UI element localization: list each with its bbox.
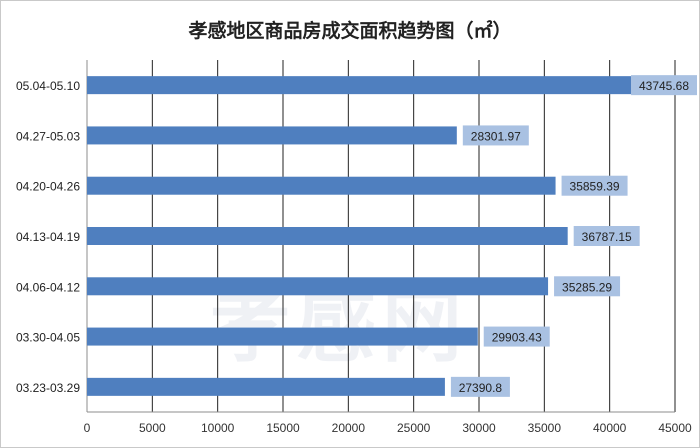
y-category-label: 04.13-04.19 — [16, 230, 80, 244]
data-label: 27390.8 — [459, 381, 503, 395]
data-label-bg — [631, 75, 697, 96]
data-label: 36787.15 — [582, 230, 632, 244]
y-axis-labels: 05.04-05.10 04.27-05.03 04.20-04.26 04.13-0… — [16, 79, 80, 395]
chart-title: 孝感地区商品房成交面积趋势图（㎡） — [188, 20, 512, 42]
data-label: 35285.29 — [562, 280, 612, 294]
data-label-bg — [450, 376, 510, 397]
x-tick-label: 5000 — [139, 421, 166, 435]
bar-04.13-04.19 — [87, 227, 568, 245]
data-label-bg — [561, 175, 628, 196]
data-label-bg — [483, 326, 550, 347]
x-tick-label: 0 — [84, 421, 91, 435]
data-labels: 43745.68 28301.97 35859.39 36787.15 35285.29… — [450, 75, 697, 397]
x-tick-label: 40000 — [593, 421, 627, 435]
data-label: 35859.39 — [570, 180, 620, 194]
x-tick-label: 45000 — [658, 421, 692, 435]
data-label-bg — [554, 276, 621, 297]
bar-04.20-04.26 — [87, 176, 556, 195]
bar-04.27-05.03 — [87, 126, 457, 145]
x-tick-label: 30000 — [462, 421, 496, 435]
bar-05.04-05.10 — [87, 76, 659, 95]
data-label: 29903.43 — [492, 331, 542, 345]
y-category-label: 03.30-04.05 — [16, 331, 80, 345]
x-tick-label: 15000 — [266, 421, 300, 435]
bar-03.23-03.29 — [87, 377, 445, 396]
bar-04.06-04.12 — [87, 277, 549, 296]
x-tick-label: 20000 — [332, 421, 366, 435]
y-category-label: 05.04-05.10 — [16, 79, 80, 93]
x-tick-label: 25000 — [397, 421, 431, 435]
bars — [87, 76, 659, 396]
data-label-bg — [573, 226, 640, 246]
y-category-label: 03.23-03.29 — [16, 381, 80, 395]
x-tick-label: 10000 — [201, 421, 235, 435]
y-category-label: 04.06-04.12 — [16, 280, 80, 294]
y-category-label: 04.27-05.03 — [16, 129, 80, 143]
data-label-bg — [462, 125, 529, 146]
x-axis-ticks: 0 5000 10000 15000 20000 25000 30000 35000 40000… — [84, 421, 692, 435]
bar-03.30-04.05 — [87, 327, 478, 346]
data-label: 28301.97 — [471, 129, 521, 143]
x-tick-label: 35000 — [528, 421, 562, 435]
y-category-label: 04.20-04.26 — [16, 180, 80, 194]
data-label: 43745.68 — [639, 79, 689, 93]
